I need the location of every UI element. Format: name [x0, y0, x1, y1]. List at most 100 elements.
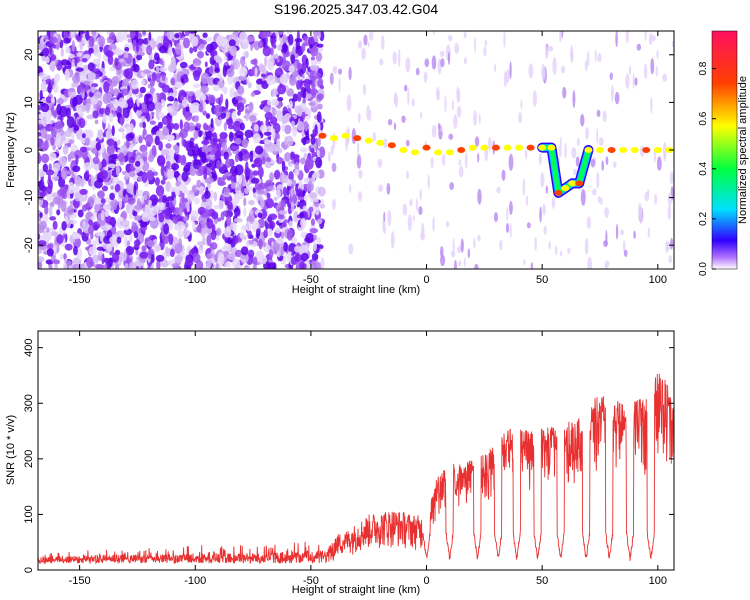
noise-blob — [60, 59, 69, 66]
noise-blob — [158, 45, 167, 54]
noise-blob — [288, 100, 293, 109]
noise-blob — [68, 88, 76, 93]
noise-blob — [54, 263, 59, 269]
noise-streak — [358, 169, 363, 179]
noise-blob — [276, 109, 283, 118]
noise-blob — [154, 177, 160, 186]
noise-blob — [223, 121, 227, 131]
noise-streak — [362, 83, 367, 96]
noise-blob — [133, 239, 141, 247]
noise-blob — [220, 194, 224, 201]
noise-blob — [49, 216, 57, 221]
noise-streak — [548, 45, 554, 52]
noise-blob — [74, 57, 78, 67]
noise-streak — [518, 112, 522, 124]
colorbar-label: Normalized spectral amplitude — [737, 76, 749, 224]
noise-blob — [104, 197, 112, 204]
noise-streak — [421, 222, 425, 239]
noise-blob — [239, 56, 246, 66]
noise-blob — [100, 198, 106, 204]
noise-blob — [295, 188, 304, 198]
noise-blob — [38, 152, 41, 164]
noise-blob — [217, 254, 225, 266]
noise-blob — [252, 133, 261, 144]
noise-streak — [628, 65, 632, 76]
noise-blob — [139, 158, 144, 168]
noise-blob — [245, 240, 250, 248]
noise-blob — [234, 164, 244, 176]
noise-blob — [297, 196, 305, 201]
noise-blob — [107, 123, 111, 135]
noise-blob — [311, 151, 317, 158]
noise-blob — [288, 76, 297, 86]
noise-streak — [614, 91, 620, 105]
noise-streak — [431, 55, 437, 70]
noise-blob — [104, 262, 108, 269]
noise-streak — [402, 203, 408, 216]
noise-blob — [135, 42, 139, 53]
ridge-hotspot — [575, 180, 584, 187]
noise-blob — [227, 117, 233, 125]
noise-blob — [38, 139, 45, 150]
noise-streak — [406, 170, 409, 180]
noise-blob — [110, 185, 114, 190]
noise-blob — [306, 85, 311, 94]
noise-blob — [300, 252, 309, 262]
noise-streak — [559, 136, 562, 148]
noise-blob — [204, 61, 208, 68]
noise-blob — [286, 88, 295, 97]
noise-blob — [161, 232, 170, 245]
noise-blob — [125, 126, 132, 134]
noise-blob — [205, 177, 214, 184]
noise-blob — [72, 165, 81, 173]
noise-streak — [405, 57, 411, 73]
noise-blob — [239, 31, 248, 43]
noise-blob — [237, 85, 245, 95]
noise-blob — [136, 54, 143, 61]
noise-blob — [70, 31, 75, 39]
noise-blob — [216, 159, 221, 170]
noise-blob — [83, 80, 91, 86]
noise-streak — [392, 51, 397, 65]
noise-blob — [141, 245, 147, 252]
noise-streak — [580, 113, 585, 127]
noise-blob — [247, 230, 252, 240]
noise-blob — [81, 133, 86, 139]
noise-blob — [124, 50, 129, 59]
noise-streak — [662, 73, 668, 82]
noise-blob — [287, 160, 291, 166]
noise-streak — [487, 137, 492, 151]
noise-blob — [38, 179, 45, 191]
noise-blob — [305, 232, 315, 244]
ridge-hotspot — [568, 180, 577, 187]
noise-blob — [305, 57, 309, 69]
noise-blob — [52, 220, 58, 230]
noise-streak — [494, 63, 497, 73]
noise-blob — [317, 137, 321, 147]
noise-blob — [292, 128, 298, 137]
noise-streak — [554, 245, 558, 256]
noise-streak — [598, 137, 604, 146]
y-tick-label: -20 — [23, 237, 35, 253]
noise-blob — [139, 86, 146, 94]
noise-blob — [232, 222, 237, 232]
noise-blob — [293, 210, 299, 223]
noise-streak — [331, 198, 336, 210]
ridge-hotspot — [642, 147, 651, 153]
noise-blob — [74, 176, 82, 188]
noise-blob — [118, 73, 122, 82]
noise-blob — [299, 79, 303, 90]
noise-blob — [270, 47, 274, 56]
noise-streak — [567, 247, 571, 254]
noise-blob — [62, 233, 67, 239]
noise-streak — [625, 31, 629, 44]
noise-blob — [48, 152, 57, 161]
noise-blob — [244, 167, 251, 177]
noise-streak — [650, 96, 653, 114]
noise-blob — [76, 52, 83, 57]
colorbar-tick-label: 0.0 — [698, 262, 709, 276]
noise-blob — [134, 160, 141, 167]
noise-blob — [105, 128, 113, 141]
noise-streak — [586, 50, 590, 67]
noise-blob — [239, 122, 245, 131]
